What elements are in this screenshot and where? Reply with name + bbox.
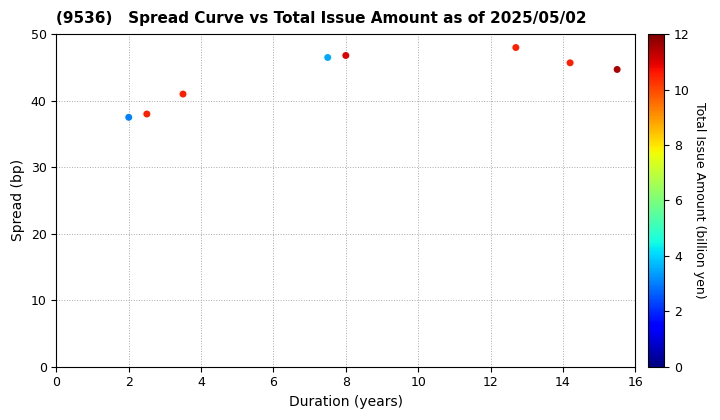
Point bbox=[510, 44, 521, 51]
Text: (9536)   Spread Curve vs Total Issue Amount as of 2025/05/02: (9536) Spread Curve vs Total Issue Amoun… bbox=[56, 11, 587, 26]
Point bbox=[123, 114, 135, 121]
Point bbox=[322, 54, 333, 61]
Point bbox=[340, 52, 351, 59]
Y-axis label: Spread (bp): Spread (bp) bbox=[11, 159, 25, 242]
X-axis label: Duration (years): Duration (years) bbox=[289, 395, 402, 409]
Point bbox=[564, 60, 576, 66]
Point bbox=[611, 66, 623, 73]
Y-axis label: Total Issue Amount (billion yen): Total Issue Amount (billion yen) bbox=[693, 102, 706, 299]
Point bbox=[141, 110, 153, 117]
Point bbox=[177, 91, 189, 97]
